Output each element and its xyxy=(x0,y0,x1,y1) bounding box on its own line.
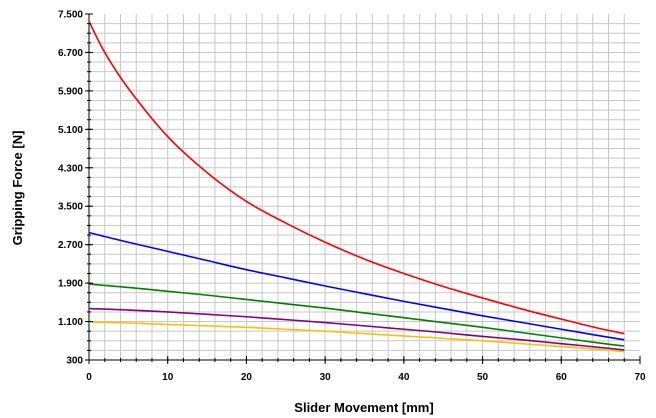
y-axis-ticks: 300 1.100 1.900 2.700 3.500 4.300 5.100 5.900 6.… xyxy=(58,10,93,367)
x-tick-label: 70 xyxy=(634,372,646,383)
y-axis-title: Gripping Force [N] xyxy=(10,131,25,246)
x-tick-label: 0 xyxy=(86,372,92,383)
series-layer xyxy=(88,20,625,353)
series-line-5 xyxy=(88,321,625,353)
x-axis-ticks: 0 10 20 30 40 50 60 70 xyxy=(86,356,646,383)
series-line-4 xyxy=(88,307,625,351)
series-line-3 xyxy=(88,283,625,347)
y-tick-label: 5.100 xyxy=(58,125,83,136)
y-tick-label: 1.100 xyxy=(58,317,83,328)
series-line-1 xyxy=(88,20,625,335)
series-line-2 xyxy=(88,231,625,341)
x-tick-label: 50 xyxy=(477,372,489,383)
y-tick-label: 300 xyxy=(66,356,83,367)
x-tick-label: 10 xyxy=(162,372,174,383)
x-tick-label: 20 xyxy=(241,372,253,383)
y-tick-label: 7.500 xyxy=(58,10,83,21)
y-tick-label: 4.300 xyxy=(58,163,83,174)
y-tick-label: 2.700 xyxy=(58,240,83,251)
x-tick-label: 30 xyxy=(320,372,332,383)
x-axis-title: Slider Movement [mm] xyxy=(294,400,433,415)
minor-grid xyxy=(89,14,640,360)
x-tick-label: 40 xyxy=(398,372,410,383)
y-tick-label: 5.900 xyxy=(58,86,83,97)
y-tick-label: 3.500 xyxy=(58,202,83,213)
y-tick-label: 6.700 xyxy=(58,48,83,59)
y-tick-label: 1.900 xyxy=(58,279,83,290)
x-tick-label: 60 xyxy=(556,372,568,383)
